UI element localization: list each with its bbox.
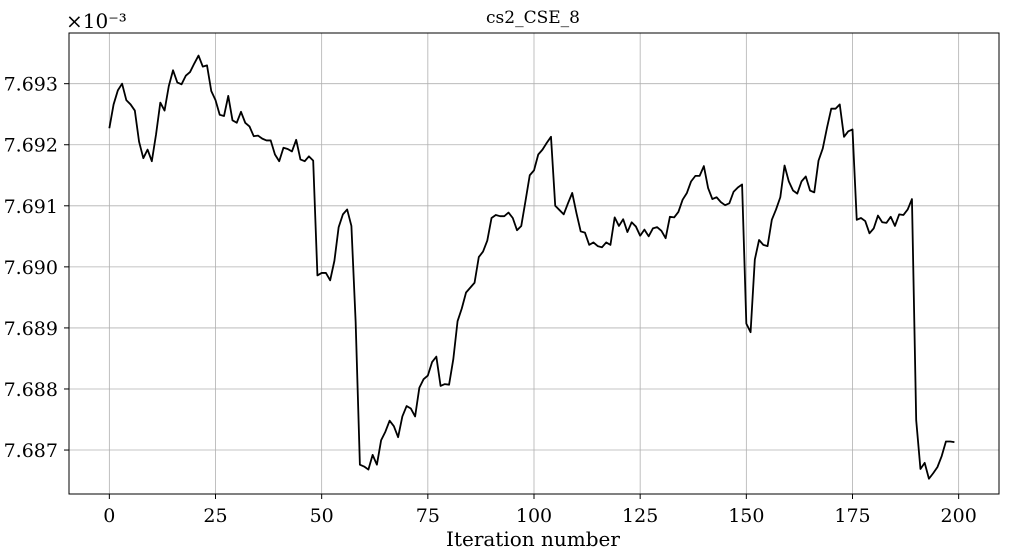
plot-frame bbox=[68, 32, 1000, 495]
x-tick-label: 125 bbox=[622, 505, 658, 527]
x-tick-label: 25 bbox=[203, 505, 227, 527]
x-tick-label: 100 bbox=[516, 505, 552, 527]
y-tick-label: 7.688 bbox=[4, 379, 58, 401]
axis-ticks bbox=[64, 83, 960, 499]
y-axis-scale-label: ×10⁻³ bbox=[66, 9, 127, 33]
y-tick-label: 7.691 bbox=[4, 196, 58, 218]
grid-lines bbox=[69, 33, 999, 494]
y-tick-label: 7.692 bbox=[4, 135, 58, 157]
x-tick-label: 0 bbox=[103, 505, 115, 527]
y-tick-label: 7.689 bbox=[4, 318, 58, 340]
y-tick-label: 7.693 bbox=[4, 74, 58, 96]
x-tick-label: 50 bbox=[310, 505, 334, 527]
x-tick-label: 175 bbox=[834, 505, 870, 527]
x-tick-label: 75 bbox=[416, 505, 440, 527]
chart-title: cs2_CSE_8 bbox=[486, 8, 580, 28]
x-tick-label: 200 bbox=[941, 505, 977, 527]
tick-labels: 0 25 50 75 100 125 150 175 200 7.687 7.688 7.689 7.6… bbox=[4, 74, 977, 527]
x-axis-label: Iteration number bbox=[446, 527, 620, 551]
y-tick-label: 7.687 bbox=[4, 440, 58, 462]
y-tick-label: 7.690 bbox=[4, 257, 58, 279]
x-tick-label: 150 bbox=[728, 505, 764, 527]
series-line bbox=[108, 54, 955, 480]
